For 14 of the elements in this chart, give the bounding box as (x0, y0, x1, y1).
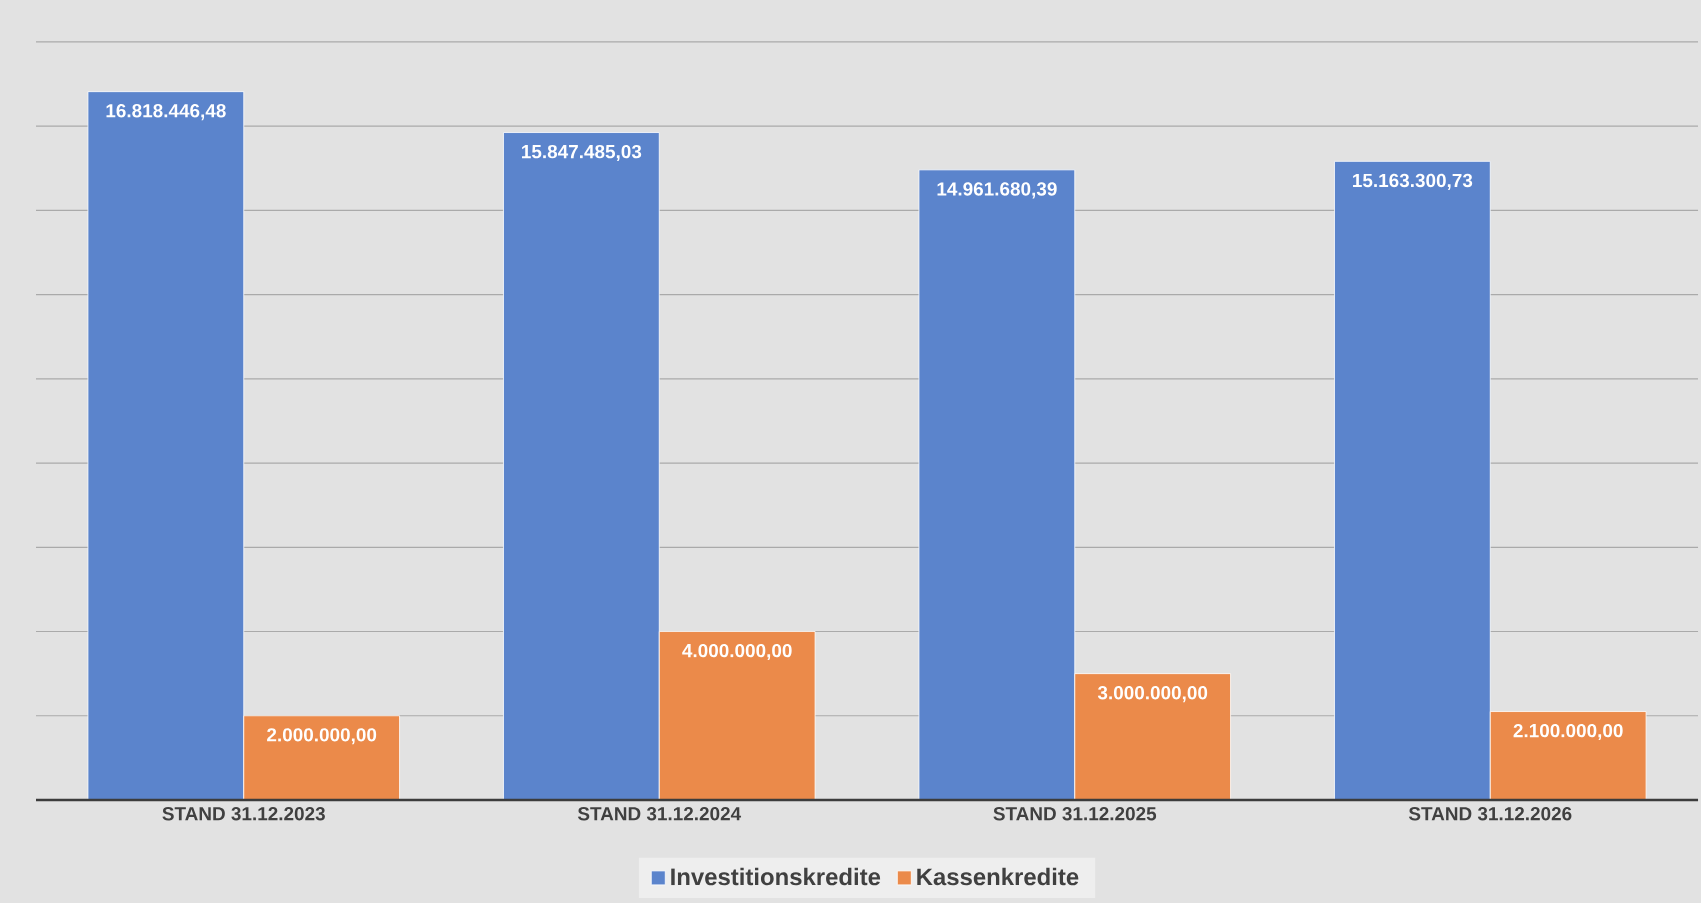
data-label: 14.961.680,39 (937, 182, 1057, 199)
data-label: 15.847.485,03 (522, 144, 642, 162)
data-label: 4.000.000,00 (682, 643, 792, 661)
data-label: 2.100.000,00 (1513, 723, 1623, 741)
x-tick-label: STAND 31.12.2023 (162, 807, 325, 821)
data-label: 16.818.446,48 (106, 104, 226, 121)
x-tick-label: STAND 31.12.2025 (993, 807, 1157, 821)
x-tick-label: STAND 31.12.2024 (577, 807, 742, 821)
data-label: 2.000.000,00 (267, 728, 377, 745)
x-tick-label: STAND 31.12.2026 (1408, 807, 1572, 821)
legend-label: Investitionskredite (671, 867, 881, 886)
legend-label: Kassenkredite (917, 867, 1079, 886)
data-label: 3.000.000,00 (1097, 686, 1208, 703)
data-label: 15.163.300,73 (1353, 173, 1473, 190)
